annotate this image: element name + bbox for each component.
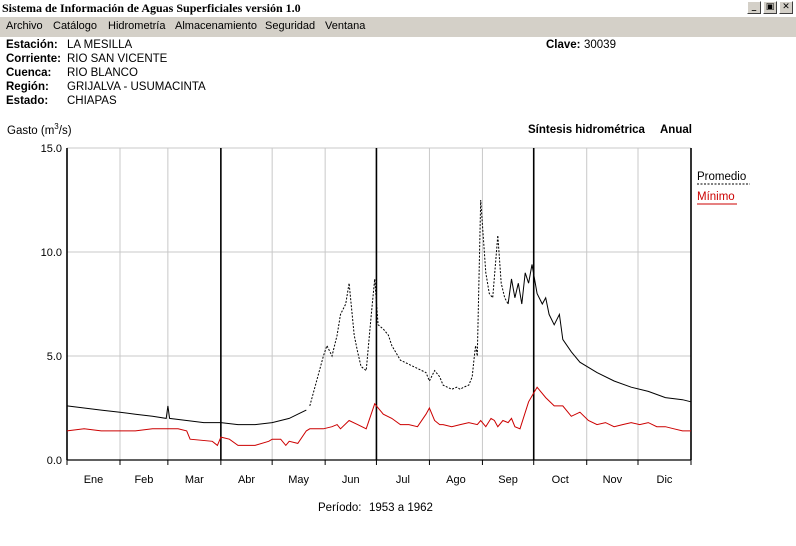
x-tick-label: Mar	[185, 474, 204, 486]
y-tick-label: 15.0	[41, 143, 62, 155]
menu-seguridad[interactable]: Seguridad	[265, 20, 316, 32]
x-tick-labels: Ene Feb Mar Abr May Jun Jul Ago Sep Oct Nov Dic	[84, 474, 673, 486]
y-tick-labels: 0.0 5.0 10.0 15.0	[41, 143, 62, 467]
estacion-label: Estación:	[6, 39, 58, 51]
estado-value: CHIAPAS	[67, 95, 117, 107]
hydrograph-chart: Gasto (m3/s) 0.0 5.0 10.0 15.0 Ene Feb Mar Abr…	[7, 122, 750, 514]
y-tick-label: 5.0	[47, 351, 62, 363]
clave-label: Clave:	[546, 39, 581, 51]
promedio-line-dashed	[309, 199, 509, 407]
menu-archivo[interactable]: Archivo	[6, 20, 43, 32]
x-tick-label: Dic	[657, 474, 673, 486]
estado-label: Estado:	[6, 95, 49, 107]
x-tick-label: Ago	[446, 474, 466, 486]
corriente-value: RIO SAN VICENTE	[67, 53, 168, 65]
y-tick-label: 10.0	[41, 247, 62, 259]
menu-ventana[interactable]: Ventana	[325, 20, 366, 32]
cuenca-value: RIO BLANCO	[67, 67, 138, 79]
y-tick-label: 0.0	[47, 455, 62, 467]
title-bar: Sistema de Información de Aguas Superfic…	[0, 0, 796, 17]
x-tick-label: Oct	[552, 474, 569, 486]
minimo-line	[66, 386, 691, 447]
clave-value: 30039	[584, 39, 616, 51]
x-tick-label: Sep	[498, 474, 518, 486]
synthesis-title: Síntesis hidrométrica	[528, 124, 645, 136]
window-title: Sistema de Información de Aguas Superfic…	[2, 1, 301, 15]
region-label: Región:	[6, 81, 49, 93]
estacion-value: LA MESILLA	[67, 39, 133, 51]
synthesis-mode: Anual	[660, 124, 692, 136]
legend-minimo: Mínimo	[697, 191, 735, 203]
window-controls: _ ▣ ✕	[747, 1, 793, 14]
y-axis-label: Gasto (m3/s)	[7, 122, 72, 137]
x-tick-label: May	[288, 474, 309, 486]
x-tick-label: Ene	[84, 474, 104, 486]
region-value: GRIJALVA - USUMACINTA	[67, 81, 206, 93]
menu-catalogo[interactable]: Catálogo	[53, 20, 98, 32]
grid	[67, 147, 691, 460]
period-label: Período:	[318, 502, 361, 514]
menu-bar: Archivo Catálogo Hidrometría Almacenamie…	[0, 17, 796, 38]
report-canvas: Estación: LA MESILLA Corriente: RIO SAN …	[0, 37, 796, 546]
close-button[interactable]: ✕	[779, 1, 793, 14]
menu-almacenamiento[interactable]: Almacenamiento	[175, 20, 257, 32]
promedio-line-solid-end	[507, 264, 692, 403]
period-value: 1953 a 1962	[369, 502, 433, 514]
x-tick-label: Feb	[134, 474, 153, 486]
legend-promedio: Promedio	[697, 171, 746, 183]
cuenca-label: Cuenca:	[6, 67, 52, 79]
minimize-button[interactable]: _	[747, 1, 761, 14]
series-lines	[66, 199, 692, 447]
x-tick-label: Abr	[238, 474, 255, 486]
promedio-line-solid-start	[66, 405, 307, 426]
legend: Promedio Mínimo	[697, 171, 750, 205]
x-tick-label: Nov	[603, 474, 623, 486]
x-tick-label: Jun	[342, 474, 360, 486]
corriente-label: Corriente:	[6, 53, 61, 65]
menu-hidrometria[interactable]: Hidrometría	[108, 20, 166, 32]
x-tick-label: Jul	[396, 474, 410, 486]
restore-button[interactable]: ▣	[763, 1, 777, 14]
